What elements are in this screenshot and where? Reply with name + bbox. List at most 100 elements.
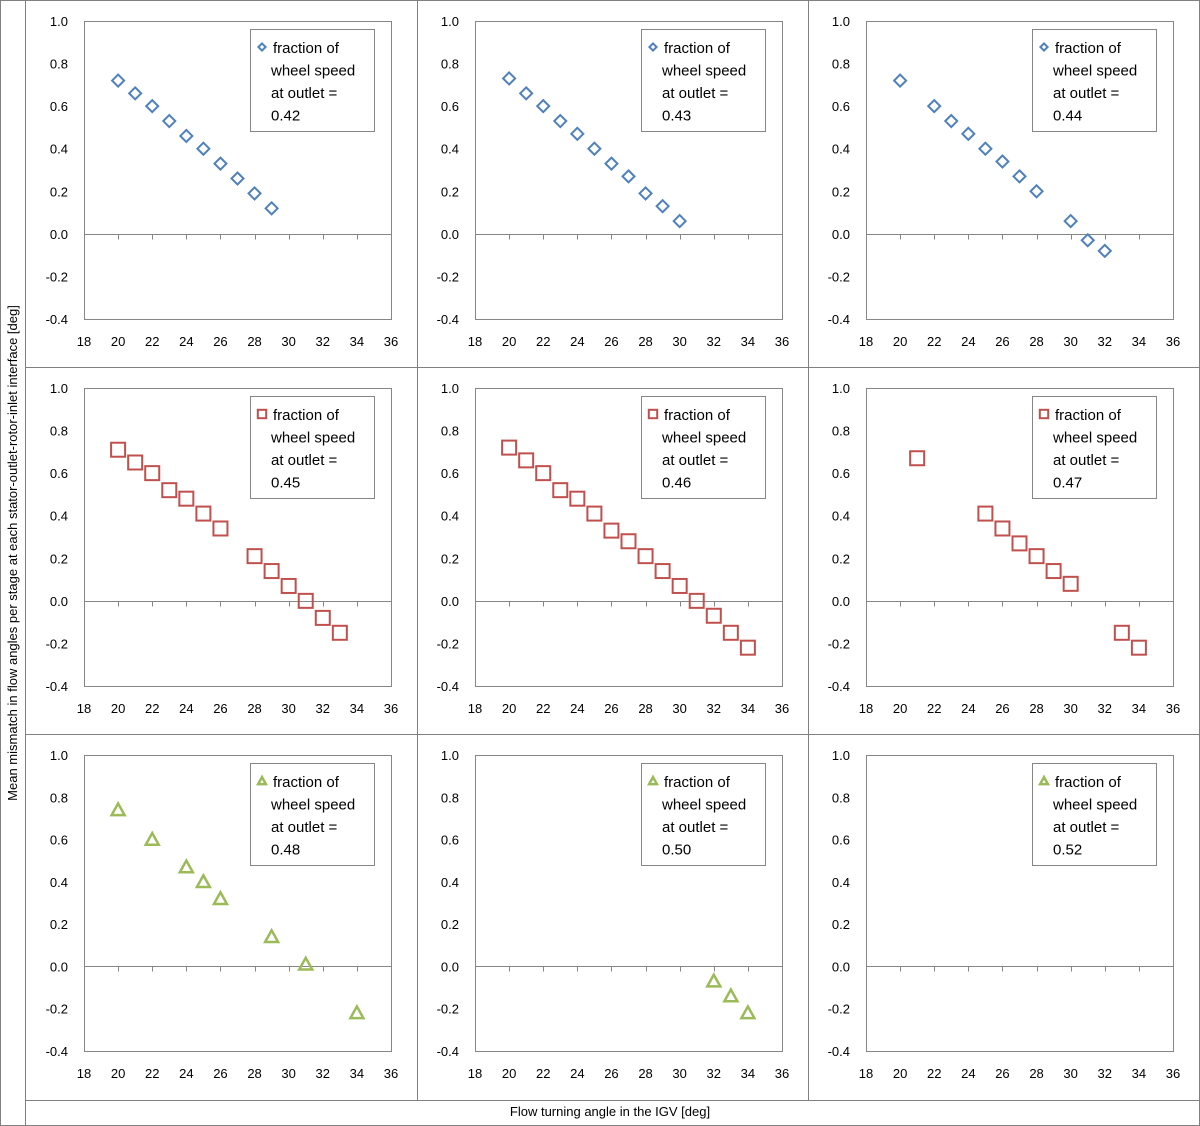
x-tick-label: 22 (927, 334, 941, 349)
legend-text: at outlet = (271, 452, 338, 469)
y-tick-label: 0.4 (441, 875, 459, 890)
data-point (960, 126, 976, 142)
x-tick-label: 28 (638, 334, 652, 349)
x-tick-label: 24 (179, 1066, 193, 1081)
legend-marker (256, 408, 268, 420)
legend-text: fraction of (1055, 407, 1122, 424)
x-tick-label: 18 (468, 1066, 482, 1081)
y-tick-label: -0.4 (46, 679, 68, 694)
legend-text: wheel speed (1052, 63, 1137, 80)
x-tick-label: 24 (179, 334, 193, 349)
x-tick-label: 26 (604, 1066, 618, 1081)
legend-text: wheel speed (1052, 797, 1137, 814)
x-tick-label: 24 (961, 701, 975, 716)
x-tick-label: 30 (281, 334, 295, 349)
data-point (518, 85, 534, 101)
data-point (1028, 548, 1045, 565)
y-tick-label: -0.2 (437, 1002, 459, 1017)
plot-area (475, 21, 783, 320)
data-point (348, 1003, 366, 1020)
data-point (654, 563, 671, 580)
legend-text: fraction of (273, 407, 340, 424)
x-tick-label: 32 (316, 701, 330, 716)
y-tick-label: -0.2 (437, 269, 459, 284)
legend-marker (256, 41, 268, 53)
x-tick-label: 18 (859, 701, 873, 716)
y-tick-label: -0.2 (437, 636, 459, 651)
y-tick-label: 1.0 (441, 748, 459, 763)
x-tick-label: 32 (707, 1066, 721, 1081)
y-tick-label: 0.2 (832, 917, 850, 932)
legend-text: fraction of (664, 774, 731, 791)
y-tick-label: 0.6 (441, 99, 459, 114)
legend-text: wheel speed (661, 430, 746, 447)
x-tick-label: 34 (350, 1066, 364, 1081)
x-tick-label: 34 (1132, 1066, 1146, 1081)
x-tick-label: 24 (570, 1066, 584, 1081)
data-point (535, 98, 551, 114)
x-tick-label: 32 (707, 334, 721, 349)
y-tick-label: 0.6 (441, 833, 459, 848)
x-tick-label: 20 (111, 1066, 125, 1081)
x-tick-label: 18 (77, 334, 91, 349)
x-tick-label: 24 (961, 334, 975, 349)
x-tick-label: 26 (213, 1066, 227, 1081)
x-tick-label: 28 (638, 701, 652, 716)
data-point (1012, 168, 1027, 184)
plot-area (84, 21, 392, 320)
data-point (280, 577, 297, 594)
data-point (671, 577, 688, 594)
data-point (603, 522, 620, 539)
y-tick-label: 0.2 (441, 551, 459, 566)
legend-text: wheel speed (270, 63, 355, 80)
legend-text: wheel speed (661, 63, 746, 80)
legend-text: fraction of (273, 774, 340, 791)
data-point (212, 520, 229, 537)
data-point (569, 126, 585, 142)
x-tick-label: 32 (1098, 334, 1112, 349)
legend-text: fraction of (273, 40, 340, 57)
legend-box (250, 396, 375, 499)
x-tick-label: 34 (350, 701, 364, 716)
legend-text: at outlet = (1053, 452, 1120, 469)
y-axis-label: Mean mismatch in flow angles per stage a… (5, 305, 20, 801)
chart-panel: 18 20 22 24 26 28 30 32 34 36 1.0 0.8 0.6 0.4 0.2 0.0 -0… (437, 748, 790, 1081)
data-point (331, 624, 348, 641)
x-tick-label: 30 (281, 701, 295, 716)
data-point (314, 609, 331, 626)
chart-panel: 18 20 22 24 26 28 30 32 34 36 1.0 0.8 0.6 0.4 0.2 0.0 -0… (437, 381, 790, 716)
x-tick-label: 34 (741, 701, 755, 716)
data-point (977, 505, 994, 522)
data-point (178, 490, 195, 507)
legend-text: 0.52 (1053, 842, 1082, 859)
x-tick-label: 22 (536, 334, 550, 349)
data-point (994, 520, 1011, 537)
y-tick-label: 0.6 (832, 833, 850, 848)
data-point (655, 198, 671, 214)
x-tick-label: 26 (995, 1066, 1009, 1081)
legend-box (250, 763, 375, 866)
x-tick-label: 22 (145, 1066, 159, 1081)
data-point (1063, 213, 1079, 229)
legend-text: 0.50 (662, 842, 691, 859)
legend-marker (1038, 408, 1050, 420)
legend-box (641, 396, 766, 499)
x-tick-label: 36 (775, 701, 789, 716)
y-tick-label: -0.2 (46, 269, 68, 284)
x-tick-label: 34 (1132, 701, 1146, 716)
x-tick-label: 20 (111, 701, 125, 716)
chart-panel: 18 20 22 24 26 28 30 32 34 36 1.0 0.8 0.6 0.4 0.2 0.0 -0… (437, 14, 790, 349)
legend-box (1032, 396, 1157, 499)
y-tick-label: 0.0 (50, 959, 68, 974)
x-tick-label: 28 (247, 334, 261, 349)
plot-area (866, 388, 1174, 687)
x-tick-label: 36 (384, 701, 398, 716)
y-tick-label: 0.0 (441, 594, 459, 609)
data-point (501, 439, 518, 456)
data-point (195, 141, 211, 157)
x-tick-label: 32 (316, 334, 330, 349)
y-tick-label: 0.0 (50, 227, 68, 242)
x-tick-label: 26 (213, 334, 227, 349)
x-tick-label: 26 (604, 334, 618, 349)
x-tick-label: 22 (145, 334, 159, 349)
